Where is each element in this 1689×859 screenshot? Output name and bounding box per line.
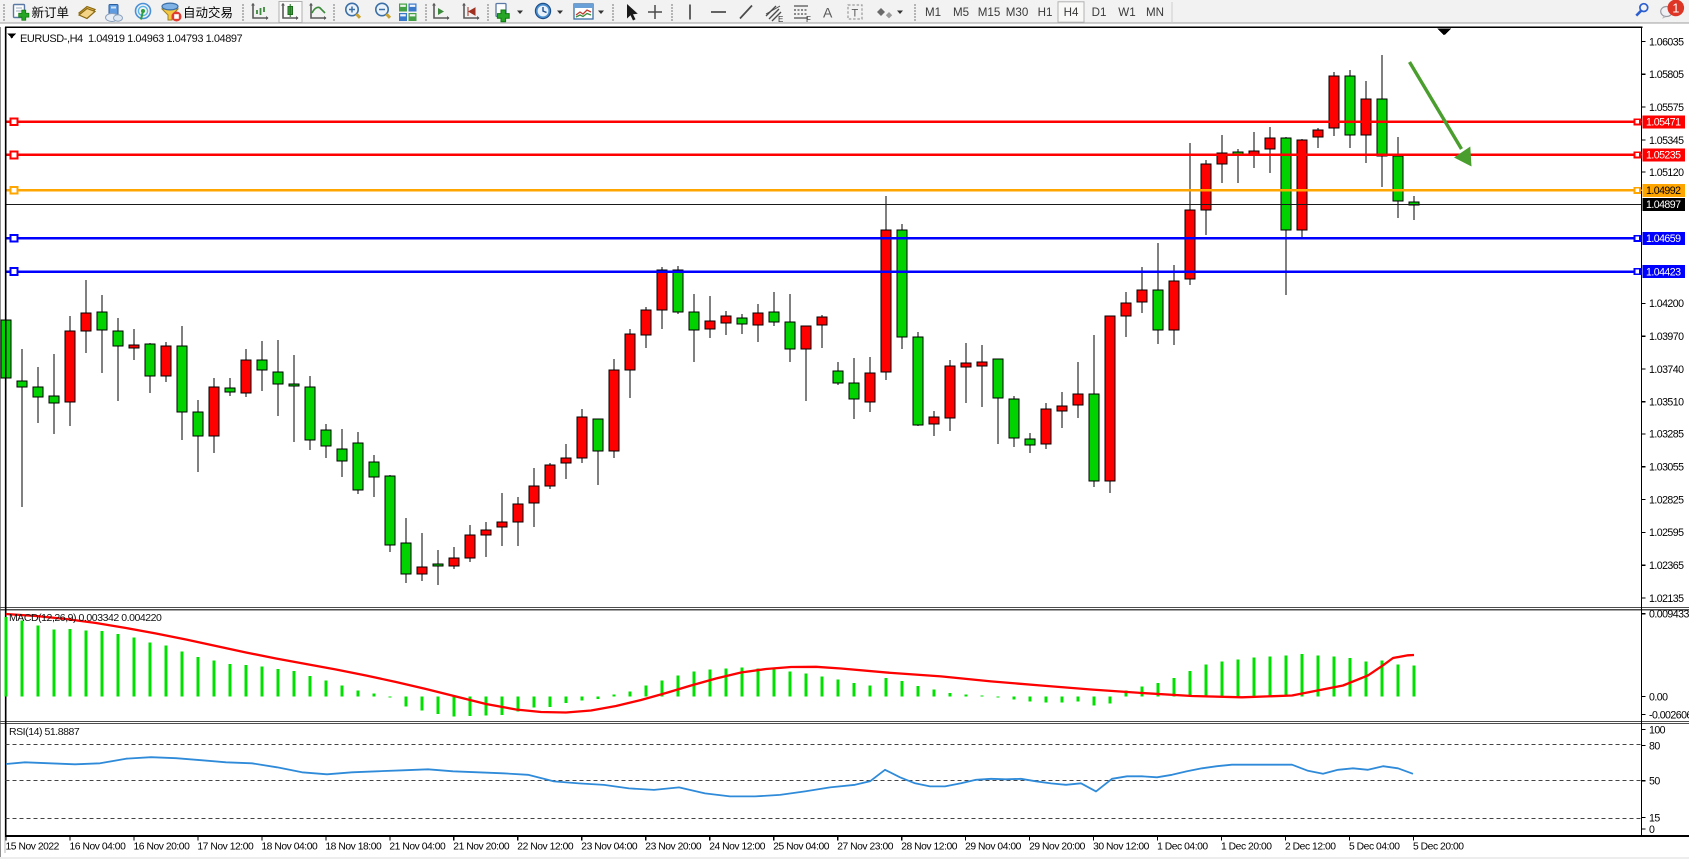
svg-text:EURUSD-,H4 1.04919 1.04963 1.: EURUSD-,H4 1.04919 1.04963 1.04793 1.048… bbox=[20, 33, 243, 45]
svg-text:H4: H4 bbox=[1064, 6, 1079, 19]
svg-text:H1: H1 bbox=[1038, 6, 1053, 19]
svg-text:E: E bbox=[778, 15, 783, 24]
svg-text:1.03285: 1.03285 bbox=[1649, 429, 1684, 441]
svg-text:MN: MN bbox=[1146, 6, 1164, 19]
svg-text:1.04423: 1.04423 bbox=[1646, 266, 1681, 278]
svg-text:1.03510: 1.03510 bbox=[1649, 397, 1684, 409]
svg-text:1.05235: 1.05235 bbox=[1646, 150, 1681, 162]
svg-text:1.03740: 1.03740 bbox=[1649, 364, 1684, 376]
svg-text:1: 1 bbox=[1672, 1, 1679, 15]
svg-text:28 Nov 12:00: 28 Nov 12:00 bbox=[901, 842, 958, 853]
svg-text:15: 15 bbox=[1649, 812, 1660, 824]
svg-text:18 Nov 18:00: 18 Nov 18:00 bbox=[325, 842, 382, 853]
svg-text:自动交易: 自动交易 bbox=[183, 5, 233, 20]
svg-text:新订单: 新订单 bbox=[32, 5, 70, 20]
svg-text:1.02135: 1.02135 bbox=[1649, 593, 1684, 605]
svg-text:2 Dec 12:00: 2 Dec 12:00 bbox=[1285, 842, 1336, 853]
svg-text:1.02825: 1.02825 bbox=[1649, 494, 1684, 506]
svg-text:0: 0 bbox=[1649, 824, 1655, 836]
svg-text:29 Nov 04:00: 29 Nov 04:00 bbox=[965, 842, 1022, 853]
svg-text:17 Nov 12:00: 17 Nov 12:00 bbox=[197, 842, 254, 853]
svg-text:A: A bbox=[823, 5, 833, 21]
svg-text:1.05345: 1.05345 bbox=[1649, 135, 1684, 147]
svg-text:1.04897: 1.04897 bbox=[1646, 199, 1681, 211]
svg-text:50: 50 bbox=[1649, 776, 1660, 788]
svg-text:1.06035: 1.06035 bbox=[1649, 36, 1684, 48]
svg-text:1.03055: 1.03055 bbox=[1649, 462, 1684, 474]
svg-text:23 Nov 20:00: 23 Nov 20:00 bbox=[645, 842, 702, 853]
svg-text:1.02365: 1.02365 bbox=[1649, 560, 1684, 572]
svg-text:21 Nov 04:00: 21 Nov 04:00 bbox=[389, 842, 446, 853]
svg-text:21 Nov 20:00: 21 Nov 20:00 bbox=[453, 842, 510, 853]
svg-text:M1: M1 bbox=[925, 6, 941, 19]
svg-text:RSI(14) 51.8887: RSI(14) 51.8887 bbox=[9, 726, 80, 738]
svg-text:W1: W1 bbox=[1118, 6, 1135, 19]
svg-text:1 Dec 20:00: 1 Dec 20:00 bbox=[1221, 842, 1272, 853]
svg-text:100: 100 bbox=[1649, 724, 1666, 736]
svg-text:25 Nov 04:00: 25 Nov 04:00 bbox=[773, 842, 830, 853]
svg-text:1.04200: 1.04200 bbox=[1649, 298, 1684, 310]
svg-text:1.04992: 1.04992 bbox=[1646, 185, 1681, 197]
svg-text:1.05120: 1.05120 bbox=[1649, 167, 1684, 179]
svg-text:16 Nov 20:00: 16 Nov 20:00 bbox=[134, 842, 191, 853]
svg-text:5 Dec 20:00: 5 Dec 20:00 bbox=[1413, 842, 1464, 853]
svg-text:M30: M30 bbox=[1006, 6, 1029, 19]
svg-text:29 Nov 20:00: 29 Nov 20:00 bbox=[1029, 842, 1086, 853]
svg-text:23 Nov 04:00: 23 Nov 04:00 bbox=[581, 842, 638, 853]
svg-text:5 Dec 04:00: 5 Dec 04:00 bbox=[1349, 842, 1400, 853]
svg-text:0.009433: 0.009433 bbox=[1649, 609, 1689, 621]
svg-text:27 Nov 23:00: 27 Nov 23:00 bbox=[837, 842, 894, 853]
svg-text:18 Nov 04:00: 18 Nov 04:00 bbox=[261, 842, 318, 853]
svg-text:16 Nov 04:00: 16 Nov 04:00 bbox=[70, 842, 127, 853]
svg-text:1.05575: 1.05575 bbox=[1649, 102, 1684, 114]
svg-text:D1: D1 bbox=[1092, 6, 1107, 19]
svg-text:1.05805: 1.05805 bbox=[1649, 69, 1684, 81]
svg-text:-0.002606: -0.002606 bbox=[1649, 709, 1689, 721]
svg-text:15 Nov 2022: 15 Nov 2022 bbox=[6, 842, 60, 853]
svg-text:M15: M15 bbox=[978, 6, 1001, 19]
svg-text:1 Dec 04:00: 1 Dec 04:00 bbox=[1157, 842, 1208, 853]
svg-text:1.03970: 1.03970 bbox=[1649, 331, 1684, 343]
svg-text:0.00: 0.00 bbox=[1649, 691, 1668, 703]
svg-text:F: F bbox=[806, 15, 811, 24]
svg-text:1.04659: 1.04659 bbox=[1646, 233, 1681, 245]
svg-text:24 Nov 12:00: 24 Nov 12:00 bbox=[709, 842, 766, 853]
svg-text:M5: M5 bbox=[953, 6, 969, 19]
svg-text:1.02595: 1.02595 bbox=[1649, 527, 1684, 539]
svg-text:MACD(12,26,9) 0.003342 0.00422: MACD(12,26,9) 0.003342 0.004220 bbox=[9, 612, 162, 624]
svg-text:80: 80 bbox=[1649, 740, 1660, 752]
svg-text:22 Nov 12:00: 22 Nov 12:00 bbox=[517, 842, 574, 853]
svg-text:T: T bbox=[852, 8, 859, 20]
svg-text:30 Nov 12:00: 30 Nov 12:00 bbox=[1093, 842, 1150, 853]
svg-text:1.05471: 1.05471 bbox=[1646, 117, 1681, 129]
